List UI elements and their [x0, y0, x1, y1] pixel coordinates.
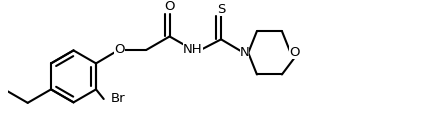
Text: O: O: [164, 0, 175, 13]
Text: S: S: [216, 3, 225, 16]
Text: NH: NH: [183, 43, 202, 56]
Text: Br: Br: [110, 92, 125, 105]
Text: N: N: [239, 46, 249, 59]
Text: O: O: [288, 46, 299, 59]
Text: O: O: [114, 43, 124, 56]
